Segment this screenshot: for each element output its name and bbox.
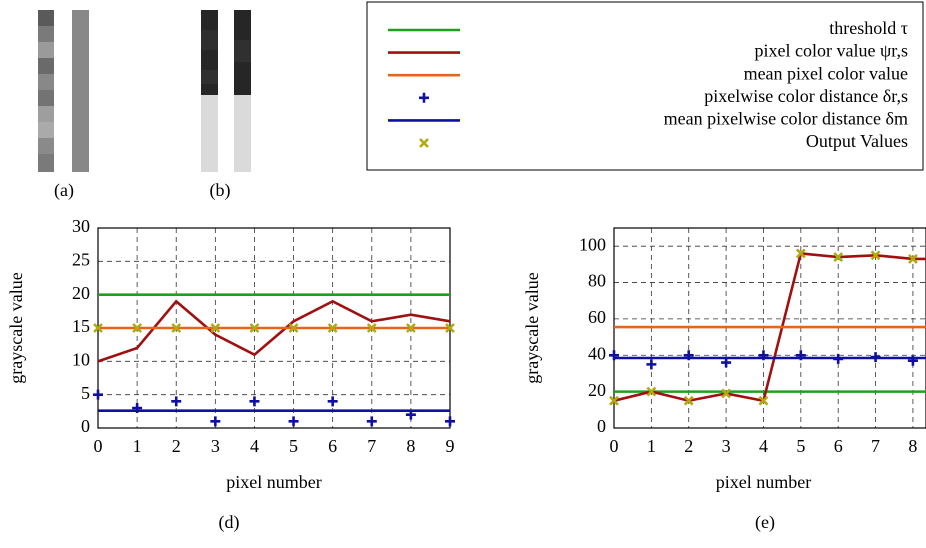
x-tick-label: 7: [367, 436, 376, 456]
x-tick-label: 3: [722, 436, 731, 456]
x-tick-label: 8: [908, 436, 917, 456]
plus-marker: [833, 353, 844, 364]
x-tick-label: 2: [684, 436, 693, 456]
x-axis-label: pixel number: [226, 472, 321, 492]
x-marker: [93, 323, 103, 333]
x-axis-label: pixel number: [716, 472, 811, 492]
y-tick-label: 100: [579, 234, 606, 254]
plus-marker: [758, 350, 769, 361]
y-tick-label: 15: [72, 316, 90, 336]
y-tick-label: 60: [588, 307, 606, 327]
x-marker: [646, 386, 657, 397]
plus-marker: [288, 416, 299, 427]
plus-marker: [210, 416, 221, 427]
y-tick-label: 20: [588, 380, 606, 400]
legend-label: pixelwise color distance δr,s: [704, 86, 908, 106]
plus-marker: [795, 350, 806, 361]
caption: (a): [54, 180, 74, 201]
x-marker: [171, 323, 182, 333]
x-tick-label: 2: [172, 436, 181, 456]
y-tick-label: 25: [72, 249, 90, 269]
plus-marker: [721, 357, 732, 368]
x-tick-label: 6: [328, 436, 337, 456]
plus-marker: [907, 355, 918, 366]
x-tick-label: 7: [871, 436, 880, 456]
plus-marker: [327, 396, 338, 407]
x-tick-label: 9: [446, 436, 455, 456]
x-tick-label: 4: [250, 436, 259, 456]
x-marker: [288, 323, 299, 333]
x-marker: [908, 253, 918, 264]
x-marker: [327, 323, 338, 333]
x-marker: [132, 323, 143, 333]
x-tick-label: 0: [94, 436, 103, 456]
plus-marker: [609, 350, 619, 361]
legend-label: mean pixelwise color distance δm: [664, 109, 908, 129]
caption: (b): [210, 180, 231, 201]
y-axis-label: grayscale value: [522, 272, 542, 383]
legend-label: pixel color value ψr,s: [754, 41, 908, 61]
y-tick-label: 30: [72, 216, 90, 236]
x-tick-label: 6: [834, 436, 843, 456]
x-marker: [210, 323, 221, 333]
x-tick-label: 3: [211, 436, 220, 456]
x-marker: [445, 323, 455, 333]
plus-marker: [405, 409, 416, 420]
x-marker: [870, 250, 881, 261]
x-tick-label: 4: [759, 436, 768, 456]
x-marker: [721, 388, 732, 399]
legend-marker: [419, 92, 429, 103]
plus-marker: [445, 416, 455, 427]
x-marker: [249, 323, 260, 333]
plus-marker: [93, 389, 103, 400]
caption: (e): [755, 512, 775, 533]
x-marker: [366, 323, 377, 333]
y-tick-label: 0: [597, 416, 606, 436]
y-tick-label: 20: [72, 283, 90, 303]
x-tick-label: 5: [796, 436, 805, 456]
y-tick-label: 0: [81, 416, 90, 436]
plus-marker: [683, 350, 694, 361]
x-tick-label: 1: [647, 436, 656, 456]
plus-marker: [249, 396, 260, 407]
plus-marker: [171, 396, 182, 407]
image-a: [38, 10, 89, 172]
legend-box: [366, 1, 924, 171]
legend-label: mean pixel color value: [744, 63, 908, 83]
x-tick-label: 8: [406, 436, 415, 456]
plus-marker: [366, 416, 377, 427]
x-marker: [795, 248, 806, 259]
caption: (d): [219, 512, 240, 533]
legend-marker: [419, 138, 429, 148]
x-tick-label: 0: [610, 436, 619, 456]
image-b: [201, 10, 251, 172]
x-tick-label: 5: [289, 436, 298, 456]
y-tick-label: 40: [588, 343, 606, 363]
x-marker: [609, 395, 619, 406]
y-axis-label: grayscale value: [6, 272, 26, 383]
x-marker: [758, 395, 769, 406]
y-tick-label: 80: [588, 271, 606, 291]
x-tick-label: 1: [133, 436, 142, 456]
x-marker: [405, 323, 416, 333]
plus-marker: [132, 403, 143, 413]
y-tick-label: 10: [72, 349, 90, 369]
plus-marker: [870, 352, 881, 363]
legend-label: Output Values: [806, 131, 908, 151]
x-marker: [833, 252, 844, 263]
plus-marker: [646, 359, 657, 370]
legend-label: threshold τ: [829, 18, 908, 38]
x-marker: [683, 395, 694, 406]
data-line: [97, 299, 451, 363]
y-tick-label: 5: [81, 383, 90, 403]
